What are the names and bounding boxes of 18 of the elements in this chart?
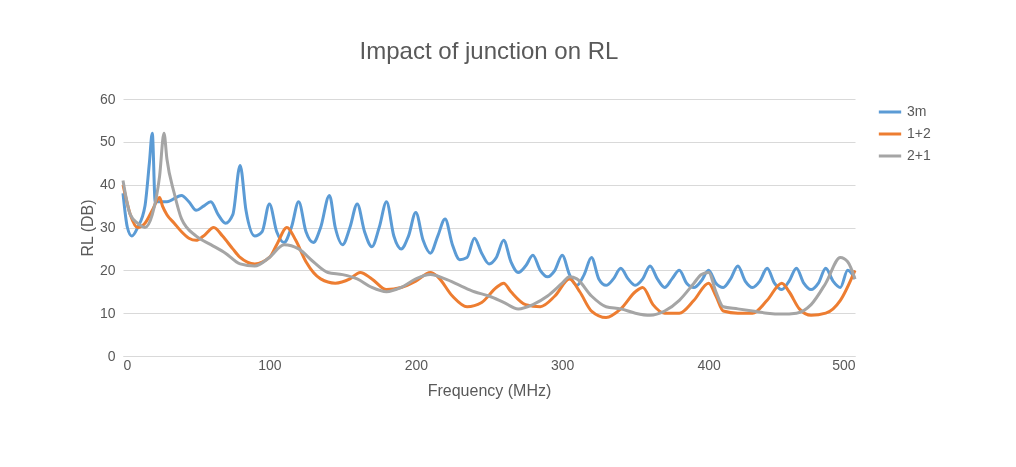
chart-title: Impact of junction on RL xyxy=(359,37,619,64)
x-tick-label: 200 xyxy=(404,356,429,373)
y-tick-label: 10 xyxy=(99,304,116,321)
x-tick-label: 300 xyxy=(551,356,575,373)
y-tick-label: 20 xyxy=(99,261,116,278)
y-tick-label: 50 xyxy=(99,133,116,150)
y-tick-label: 60 xyxy=(99,90,116,107)
y-axis-title: RL (DB) xyxy=(78,199,96,257)
legend-label: 1+2 xyxy=(907,125,931,141)
legend-label: 2+1 xyxy=(907,147,931,163)
y-tick-label: 30 xyxy=(99,219,116,235)
y-tick-label: 40 xyxy=(99,176,116,193)
x-tick-label: 0 xyxy=(123,356,132,373)
legend-label: 3m xyxy=(907,103,927,119)
x-tick-label: 500 xyxy=(832,356,856,373)
x-tick-label: 100 xyxy=(258,356,282,373)
x-tick-label: 400 xyxy=(697,356,721,373)
x-axis-title: Frequency (MHz) xyxy=(427,381,552,399)
